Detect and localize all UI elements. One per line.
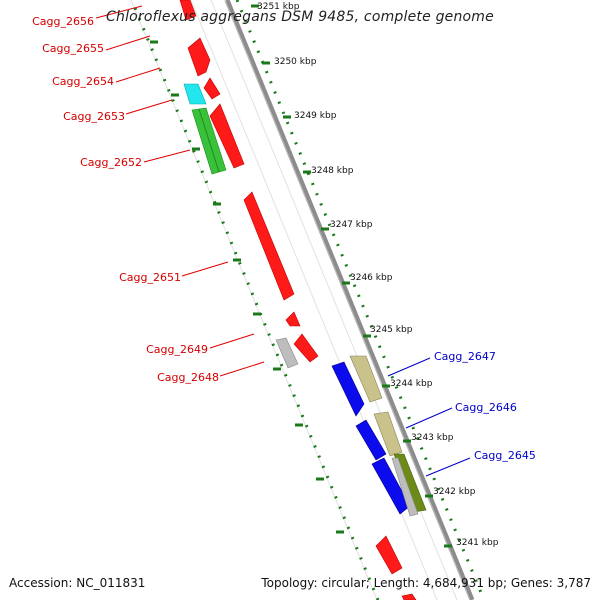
gene-label-cagg-2645: Cagg_2645: [474, 449, 536, 462]
scale-ticks-right: [235, 0, 486, 600]
gene-label-cagg-2656: Cagg_2656: [32, 15, 94, 28]
gene-block-khaki-2[interactable]: [373, 411, 403, 457]
gene-label-cagg-2649: Cagg_2649: [146, 343, 208, 356]
accession-text: Accession: NC_011831: [9, 576, 146, 590]
gene-arrow-cagg-2656[interactable]: [179, 0, 197, 21]
gene-label-cagg-2648: Cagg_2648: [157, 371, 219, 384]
gene-block-cyan[interactable]: [183, 83, 207, 105]
gene-block-grey-right[interactable]: [391, 457, 419, 517]
kbp-label: 3248 kbp: [311, 166, 354, 176]
kbp-label: 3241 kbp: [456, 538, 499, 548]
topology-text: Topology: circular; Length: 4,684,931 bp…: [261, 576, 591, 590]
gene-arrow-cagg-2646[interactable]: [355, 419, 387, 461]
kbp-label: 3243 kbp: [411, 433, 454, 443]
gene-label-cagg-2646: Cagg_2646: [455, 401, 517, 414]
gene-arrow-cagg-2651[interactable]: [243, 191, 295, 301]
kbp-label: 3246 kbp: [350, 273, 393, 283]
map-title: Chloroflexus aggregans DSM 9485, complet…: [106, 9, 494, 25]
kbp-label: 3244 kbp: [390, 379, 433, 389]
kbp-label: 3251 kbp: [257, 2, 300, 12]
gene-arrow-cagg-2653[interactable]: [209, 103, 245, 169]
gene-arrow-bottom-1[interactable]: [375, 535, 403, 575]
gene-arrow-cagg-2647[interactable]: [331, 361, 365, 417]
kbp-label: 3249 kbp: [294, 111, 337, 121]
kbp-label: 3250 kbp: [274, 57, 317, 67]
genome-backbone: [224, 0, 475, 600]
major-ticks: [251, 4, 452, 548]
gene-arrow-bottom-2[interactable]: [401, 593, 417, 600]
kbp-label: 3245 kbp: [370, 325, 413, 335]
gene-block-khaki-1[interactable]: [349, 355, 383, 403]
gene-label-cagg-2647: Cagg_2647: [434, 350, 496, 363]
gene-label-cagg-2655: Cagg_2655: [42, 42, 104, 55]
kbp-label: 3242 kbp: [433, 487, 476, 497]
gene-arrow-cagg-2654[interactable]: [203, 77, 221, 100]
gene-label-cagg-2653: Cagg_2653: [63, 110, 125, 123]
gene-label-cagg-2654: Cagg_2654: [52, 75, 114, 88]
kbp-label: 3247 kbp: [330, 220, 373, 230]
gene-arrow-cagg-2655[interactable]: [187, 37, 211, 77]
gene-block-cagg-2648[interactable]: [275, 337, 299, 369]
gene-label-cagg-2652: Cagg_2652: [80, 156, 142, 169]
gene-arrow-cagg-2649[interactable]: [293, 333, 319, 363]
gene-arrow-small[interactable]: [285, 311, 301, 327]
scale-ticks-left: [133, 7, 380, 600]
gene-label-cagg-2651: Cagg_2651: [119, 271, 181, 284]
